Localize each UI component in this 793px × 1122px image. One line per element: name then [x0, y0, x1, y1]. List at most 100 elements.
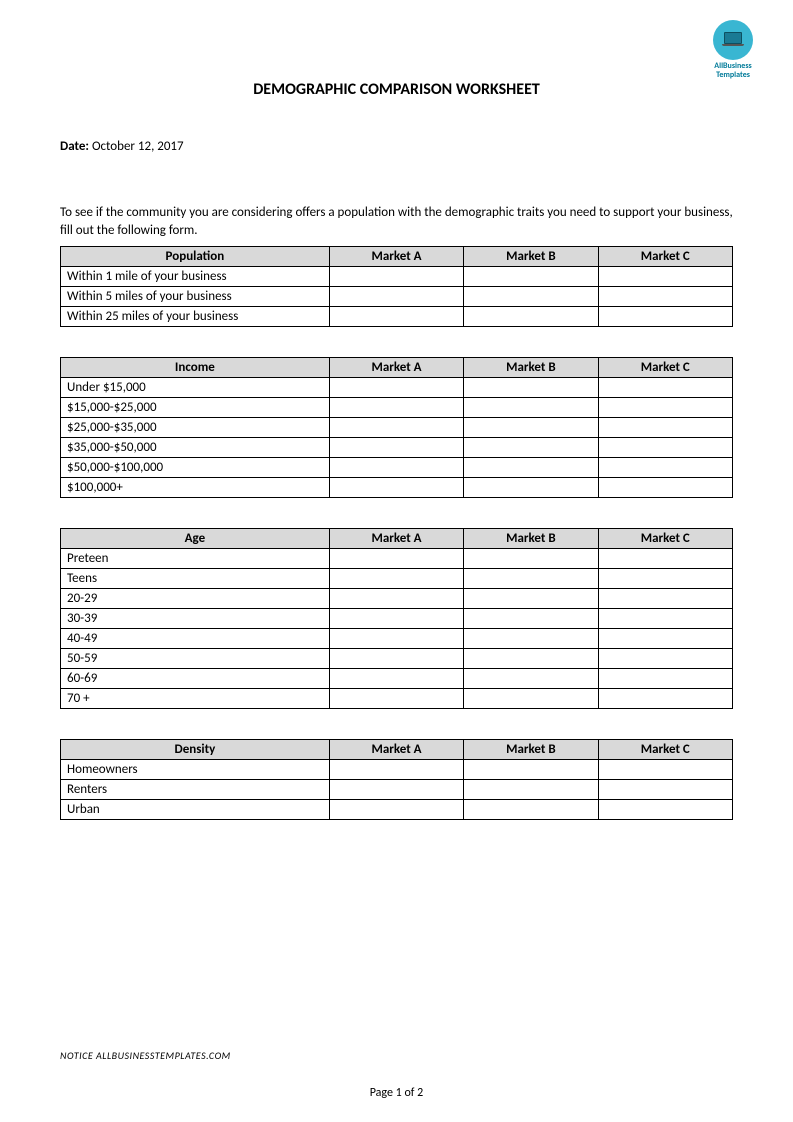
cell-input[interactable] — [329, 780, 463, 800]
cell-input[interactable] — [598, 760, 732, 780]
cell-input[interactable] — [329, 398, 463, 418]
logo-text: AllBusiness Templates — [703, 62, 763, 80]
row-label: Under $15,000 — [61, 378, 330, 398]
cell-input[interactable] — [598, 549, 732, 569]
table-header-market_a: Market A — [329, 247, 463, 267]
row-label: 20-29 — [61, 589, 330, 609]
cell-input[interactable] — [464, 267, 598, 287]
cell-input[interactable] — [329, 589, 463, 609]
cell-input[interactable] — [329, 800, 463, 820]
cell-input[interactable] — [329, 307, 463, 327]
cell-input[interactable] — [464, 307, 598, 327]
tables-container: PopulationMarket AMarket BMarket CWithin… — [60, 246, 733, 820]
cell-input[interactable] — [598, 287, 732, 307]
cell-input[interactable] — [329, 458, 463, 478]
row-label: Renters — [61, 780, 330, 800]
table-header-age: Age — [61, 529, 330, 549]
cell-input[interactable] — [464, 458, 598, 478]
document-page: DEMOGRAPHIC COMPARISON WORKSHEET Date: O… — [0, 0, 793, 820]
cell-input[interactable] — [464, 649, 598, 669]
cell-input[interactable] — [464, 780, 598, 800]
cell-input[interactable] — [329, 609, 463, 629]
table-header-income: Income — [61, 358, 330, 378]
cell-input[interactable] — [464, 549, 598, 569]
table-row: Under $15,000 — [61, 378, 733, 398]
cell-input[interactable] — [598, 649, 732, 669]
cell-input[interactable] — [598, 398, 732, 418]
cell-input[interactable] — [598, 800, 732, 820]
cell-input[interactable] — [329, 287, 463, 307]
cell-input[interactable] — [329, 478, 463, 498]
table-row: 70 + — [61, 689, 733, 709]
cell-input[interactable] — [329, 569, 463, 589]
cell-input[interactable] — [464, 800, 598, 820]
cell-input[interactable] — [464, 629, 598, 649]
cell-input[interactable] — [598, 418, 732, 438]
cell-input[interactable] — [598, 569, 732, 589]
table-row: 30-39 — [61, 609, 733, 629]
table-row: Homeowners — [61, 760, 733, 780]
table-header-population: Population — [61, 247, 330, 267]
cell-input[interactable] — [464, 609, 598, 629]
cell-input[interactable] — [598, 438, 732, 458]
row-label: $15,000-$25,000 — [61, 398, 330, 418]
table-age: AgeMarket AMarket BMarket CPreteenTeens2… — [60, 528, 733, 709]
cell-input[interactable] — [598, 589, 732, 609]
cell-input[interactable] — [464, 438, 598, 458]
cell-input[interactable] — [464, 287, 598, 307]
cell-input[interactable] — [464, 378, 598, 398]
table-header-market_b: Market B — [464, 529, 598, 549]
cell-input[interactable] — [598, 267, 732, 287]
table-row: $100,000+ — [61, 478, 733, 498]
row-label: Homeowners — [61, 760, 330, 780]
row-label: 30-39 — [61, 609, 330, 629]
cell-input[interactable] — [464, 478, 598, 498]
table-header-market_b: Market B — [464, 358, 598, 378]
row-label: Within 5 miles of your business — [61, 287, 330, 307]
cell-input[interactable] — [329, 760, 463, 780]
cell-input[interactable] — [598, 780, 732, 800]
cell-input[interactable] — [329, 669, 463, 689]
cell-input[interactable] — [598, 629, 732, 649]
cell-input[interactable] — [329, 629, 463, 649]
table-row: 50-59 — [61, 649, 733, 669]
table-header-market_b: Market B — [464, 247, 598, 267]
table-row: Teens — [61, 569, 733, 589]
cell-input[interactable] — [329, 438, 463, 458]
cell-input[interactable] — [464, 760, 598, 780]
table-population: PopulationMarket AMarket BMarket CWithin… — [60, 246, 733, 327]
table-row: 20-29 — [61, 589, 733, 609]
row-label: 70 + — [61, 689, 330, 709]
table-header-market_a: Market A — [329, 740, 463, 760]
cell-input[interactable] — [598, 378, 732, 398]
cell-input[interactable] — [598, 669, 732, 689]
cell-input[interactable] — [464, 669, 598, 689]
table-row: $25,000-$35,000 — [61, 418, 733, 438]
cell-input[interactable] — [329, 418, 463, 438]
cell-input[interactable] — [329, 689, 463, 709]
table-header-market_a: Market A — [329, 529, 463, 549]
cell-input[interactable] — [464, 689, 598, 709]
cell-input[interactable] — [329, 549, 463, 569]
intro-text: To see if the community you are consider… — [60, 204, 733, 240]
table-density: DensityMarket AMarket BMarket CHomeowner… — [60, 739, 733, 820]
cell-input[interactable] — [464, 418, 598, 438]
cell-input[interactable] — [598, 478, 732, 498]
cell-input[interactable] — [329, 267, 463, 287]
cell-input[interactable] — [464, 589, 598, 609]
date-label: Date: — [60, 139, 89, 154]
cell-input[interactable] — [598, 609, 732, 629]
cell-input[interactable] — [464, 398, 598, 418]
cell-input[interactable] — [464, 569, 598, 589]
table-row: Within 25 miles of your business — [61, 307, 733, 327]
row-label: Preteen — [61, 549, 330, 569]
row-label: $35,000-$50,000 — [61, 438, 330, 458]
cell-input[interactable] — [598, 458, 732, 478]
cell-input[interactable] — [329, 649, 463, 669]
table-row: $35,000-$50,000 — [61, 438, 733, 458]
table-income: IncomeMarket AMarket BMarket CUnder $15,… — [60, 357, 733, 498]
cell-input[interactable] — [598, 307, 732, 327]
cell-input[interactable] — [598, 689, 732, 709]
cell-input[interactable] — [329, 378, 463, 398]
table-header-market_b: Market B — [464, 740, 598, 760]
